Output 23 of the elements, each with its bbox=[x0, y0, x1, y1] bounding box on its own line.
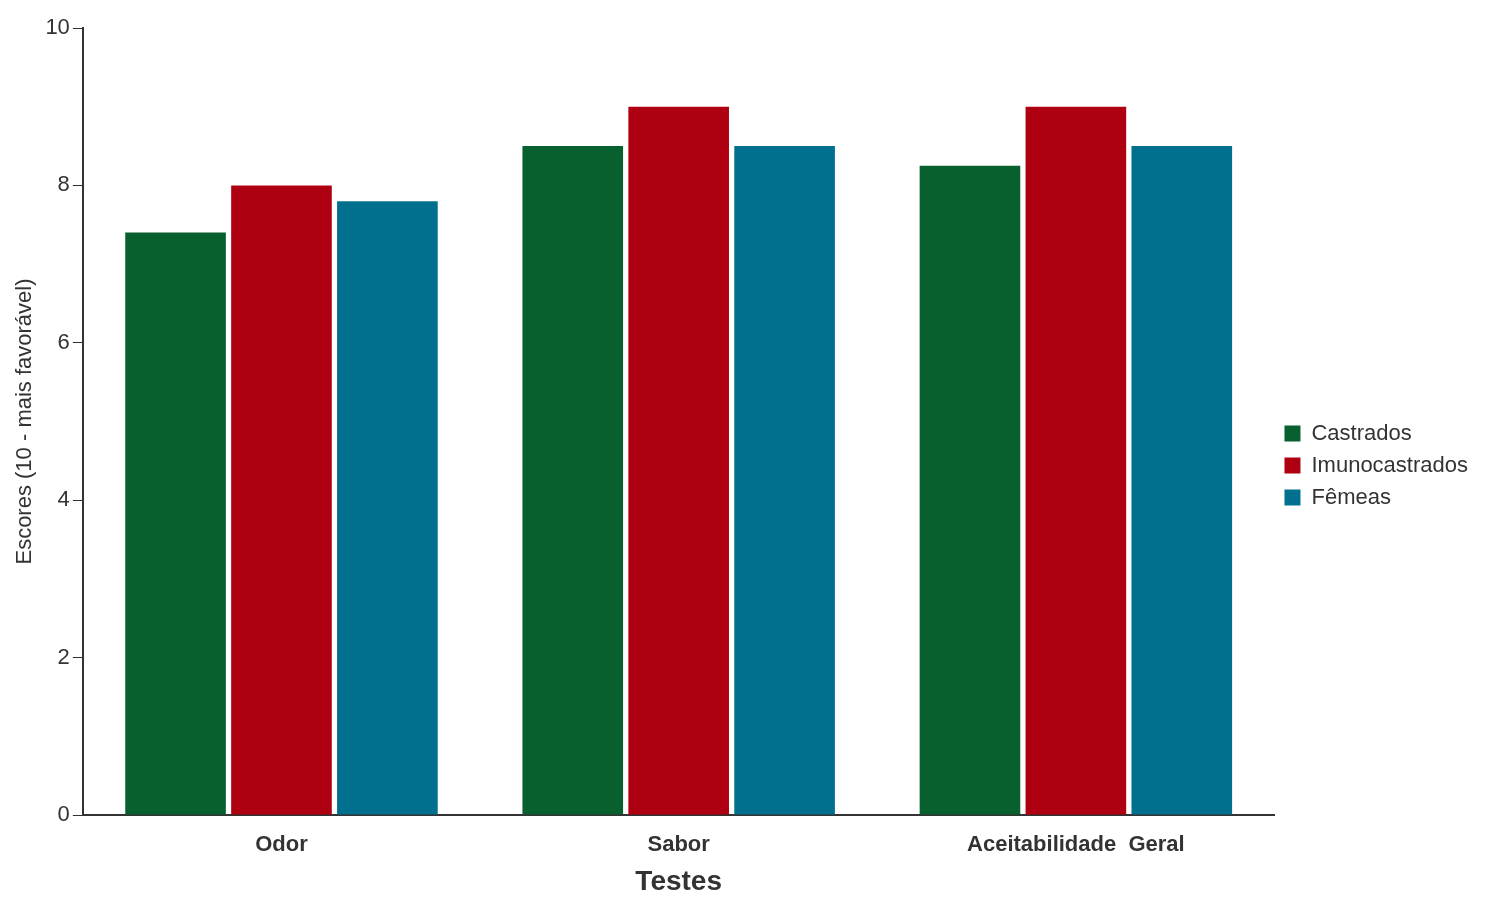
bar bbox=[734, 146, 835, 815]
x-axis-title: Testes bbox=[635, 864, 722, 896]
y-tick-label: 4 bbox=[57, 486, 70, 512]
y-tick-label: 10 bbox=[45, 14, 70, 40]
y-axis-title: Escores (10 - mais favorável) bbox=[11, 278, 37, 565]
bar bbox=[919, 165, 1021, 815]
x-tick-label: Aceitabilidade Geral bbox=[967, 831, 1185, 857]
x-tick-label: Odor bbox=[255, 831, 309, 857]
bar bbox=[522, 146, 624, 815]
legend-label: Castrados bbox=[1311, 419, 1412, 445]
y-tick-label: 0 bbox=[57, 801, 70, 827]
bar bbox=[1131, 146, 1233, 815]
y-tick-label: 2 bbox=[57, 643, 70, 669]
x-tick-label: Sabor bbox=[647, 831, 711, 857]
bar bbox=[337, 201, 438, 815]
bar bbox=[231, 185, 332, 815]
legend-label: Imunocastrados bbox=[1311, 451, 1469, 477]
bar bbox=[125, 232, 226, 815]
y-tick-label: 6 bbox=[57, 328, 70, 354]
legend-label: Fêmeas bbox=[1311, 483, 1391, 509]
bar bbox=[628, 106, 729, 815]
y-tick-label: 8 bbox=[57, 171, 70, 197]
bar bbox=[1025, 106, 1127, 815]
